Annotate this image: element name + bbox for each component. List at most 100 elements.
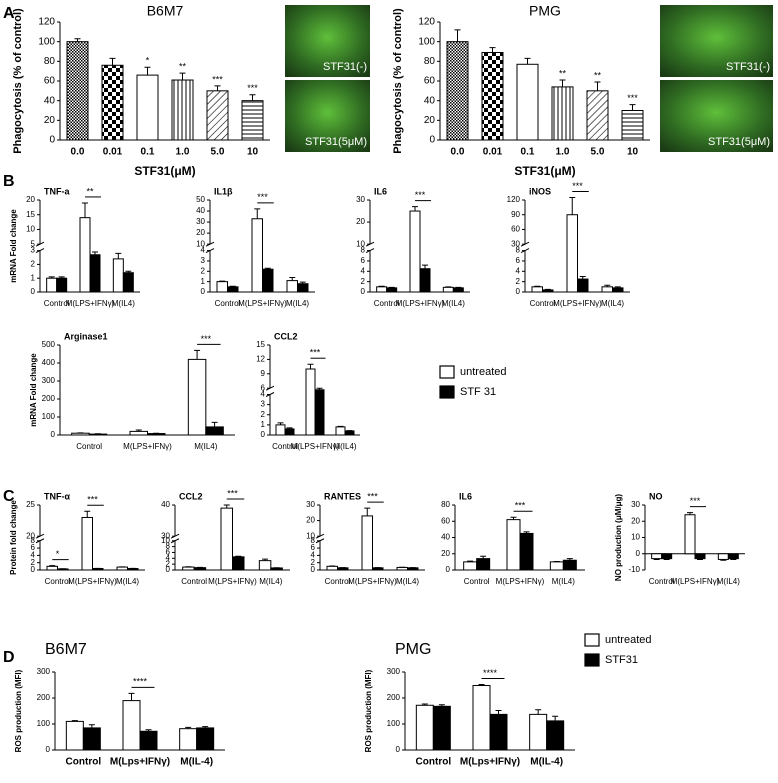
- y-tick-label: 4: [361, 266, 366, 275]
- bar: [506, 519, 521, 571]
- x-tick-label: 0.0: [451, 147, 465, 158]
- error-bar: [84, 510, 91, 518]
- bar: [376, 286, 388, 293]
- chart-title: CCL2: [179, 491, 203, 501]
- bar: [305, 368, 316, 436]
- x-tick-label: Control: [215, 299, 241, 308]
- y-axis-label: Phagocytosis (% of control): [392, 8, 404, 154]
- error-bar: [495, 709, 502, 715]
- error-bar: [552, 715, 559, 721]
- bar: [481, 51, 504, 141]
- significance-label: ***: [310, 348, 321, 358]
- y-tick-label: 3: [31, 246, 36, 255]
- bar: [258, 560, 272, 571]
- y-tick-label: 60: [441, 516, 450, 525]
- error-bar: [566, 558, 573, 561]
- y-tick-label: 20: [26, 195, 35, 204]
- bar: [542, 289, 554, 293]
- axis-break-gap: [171, 536, 179, 541]
- y-tick-label: 8: [31, 536, 36, 545]
- significance-label: ***: [87, 495, 98, 505]
- y-tick-label: 300: [37, 667, 51, 676]
- y-tick-label: 90: [511, 210, 520, 219]
- bar: [139, 730, 158, 751]
- significance-label: ***: [627, 93, 638, 103]
- bar: [337, 567, 349, 571]
- x-tick-label: M(LPS+IFNγ): [348, 577, 397, 586]
- bar: [129, 430, 148, 436]
- chart-title: TNF-a: [44, 186, 70, 196]
- y-tick-label: 0: [166, 565, 171, 574]
- bar: [284, 428, 295, 436]
- bar: [661, 553, 673, 560]
- y-tick-label: 25: [26, 500, 35, 509]
- bar: [442, 286, 454, 293]
- x-tick-label: 0.0: [71, 147, 85, 158]
- y-tick-label: 100: [387, 719, 401, 728]
- error-bar: [489, 47, 496, 53]
- bar: [216, 281, 228, 293]
- y-tick-label: 60: [424, 76, 436, 87]
- error-bar: [337, 425, 344, 427]
- error-bar: [115, 252, 122, 259]
- bar: [136, 74, 159, 141]
- y-tick-label: 2: [31, 558, 36, 567]
- y-tick-label: 40: [161, 500, 170, 509]
- y-tick-label: 10: [196, 239, 205, 248]
- bar: [65, 720, 84, 751]
- bar: [489, 713, 508, 751]
- micrograph-label: STF31(-): [323, 61, 367, 73]
- bar: [386, 287, 398, 293]
- error-bar: [249, 94, 256, 101]
- bar: [684, 514, 696, 555]
- x-tick-label: M(LPS+IFNγ): [123, 442, 172, 451]
- bar: [432, 705, 451, 751]
- y-tick-label: 30: [196, 217, 205, 226]
- y-tick-label: 6: [166, 548, 171, 557]
- chart-title: iNOS: [529, 186, 551, 196]
- y-tick-label: 6: [516, 256, 521, 265]
- bar: [66, 41, 89, 141]
- error-bar: [388, 286, 395, 288]
- significance-label: ***: [515, 501, 526, 511]
- bar: [717, 553, 729, 560]
- error-bar: [74, 38, 81, 42]
- axis-break-gap: [36, 244, 44, 251]
- x-tick-label: 0.01: [103, 147, 123, 158]
- x-tick-label: Control: [325, 577, 351, 586]
- bar: [112, 258, 124, 293]
- x-tick-label: M(Lps+IFNγ): [460, 757, 520, 768]
- bar: [179, 728, 198, 751]
- x-tick-label: M(IL4): [286, 299, 309, 308]
- legend-label: STF31: [605, 654, 638, 666]
- y-tick-label: 120: [507, 195, 521, 204]
- y-tick-label: 10: [306, 531, 315, 540]
- error-bar: [523, 531, 530, 534]
- error-bar: [412, 206, 418, 212]
- y-tick-label: 300: [387, 667, 401, 676]
- chart-title: PMG: [529, 3, 561, 19]
- error-bar: [262, 558, 269, 561]
- y-axis-label: ROS production (MFI): [14, 669, 23, 752]
- significance-label: ***: [201, 334, 212, 344]
- error-bar: [316, 387, 323, 390]
- axis-break-gap: [316, 536, 324, 541]
- error-bar: [421, 703, 428, 706]
- x-tick-label: 1.0: [176, 147, 190, 158]
- y-tick-label: 80: [424, 56, 436, 67]
- y-tick-label: 3: [201, 256, 206, 265]
- y-axis-label: Protein fold change: [9, 500, 18, 575]
- bar: [549, 561, 564, 571]
- error-bar: [455, 286, 462, 288]
- micrograph: [285, 5, 370, 77]
- y-tick-label: 4: [261, 390, 266, 399]
- error-bar: [48, 276, 55, 279]
- significance-label: ***: [415, 190, 426, 200]
- legend-label: untreated: [605, 634, 651, 646]
- error-bar: [535, 709, 542, 715]
- error-bar: [185, 726, 192, 729]
- x-tick-label: M(IL-4): [180, 757, 213, 768]
- y-tick-label: 6: [261, 383, 266, 392]
- x-axis-label: STF31(μM): [514, 164, 575, 178]
- x-tick-label: 5.0: [591, 147, 605, 158]
